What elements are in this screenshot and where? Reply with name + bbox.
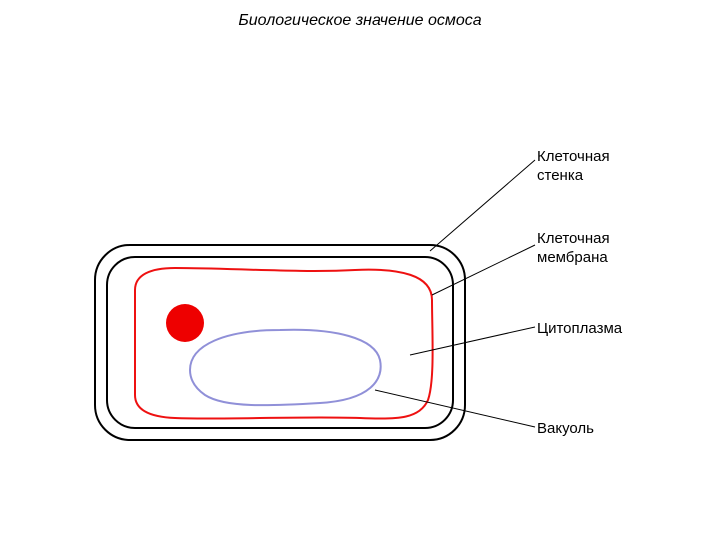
- leader-line: [410, 327, 535, 355]
- leader-line: [432, 245, 535, 295]
- label-membrane: Клеточная мембрана: [537, 230, 610, 268]
- label-vacuole: Вакуоль: [537, 420, 594, 439]
- nucleus: [166, 304, 204, 342]
- label-cytoplasm: Цитоплазма: [537, 320, 622, 339]
- cell-membrane: [135, 268, 433, 419]
- cell-wall-inner: [107, 257, 453, 428]
- label-cell_wall: Клеточная стенка: [537, 148, 610, 186]
- leader-line: [375, 390, 535, 427]
- vacuole: [190, 330, 381, 405]
- leader-line: [430, 160, 535, 251]
- cell-diagram: [0, 0, 720, 540]
